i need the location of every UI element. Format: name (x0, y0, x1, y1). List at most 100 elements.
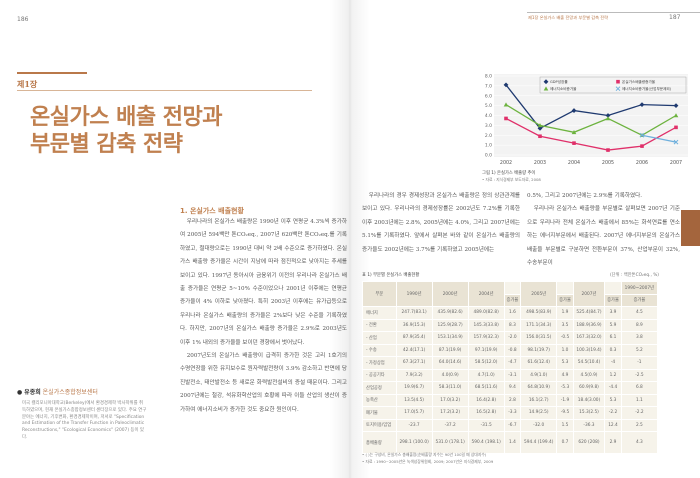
table-cell: 3.9 (604, 306, 622, 320)
emissions-table: 부문 1990년 2000년 2004년 2005년 2007년 1990~20… (362, 281, 659, 454)
y-tick-label: 7.0 (485, 83, 492, 89)
table-cell: 4.7(1.0) (467, 368, 505, 382)
table-cell: -2.0 (503, 331, 522, 345)
table-row: - 수송 42.4(17.1) 87.1(19.9) 97.1(19.9) -0.8 98… (362, 343, 659, 357)
table-row: 폐기물 17.0(5.7) 17.2(3.2) 16.5(2.8) -3.3 14.9(2… (362, 406, 659, 420)
data-point (571, 129, 577, 135)
col-header: 증가율 (604, 293, 622, 307)
table-cell: 167.3(32.0) (572, 331, 606, 345)
table-cell: 68.5(11.6) (467, 381, 505, 395)
paragraph: 우리나라의 경우 경제성장과 온실가스 배출량은 정의 상관관계를 보이고 있다… (362, 193, 520, 253)
table-row: - 공공기타 7.9(3.2) 4.0(0.9) 4.7(1.0) -3.1 4.9(1.… (362, 368, 659, 382)
table-cell: 7.9(3.2) (395, 368, 433, 382)
table-cell: 4.9 (556, 368, 574, 382)
data-point (503, 102, 509, 107)
right-text-column-1: 우리나라의 경우 경제성장과 온실가스 배출량은 정의 상관관계를 보이고 있다… (362, 190, 520, 257)
table-cell: 153.1(34.9) (431, 331, 469, 345)
header-rule (527, 12, 700, 13)
table-cell: 4.3 (620, 431, 659, 454)
data-point (504, 116, 508, 121)
table-cell: -4 (604, 356, 622, 370)
table-source: • 자료 : 1990~2005년은 녹색성장위원회, 2009; 2007년은… (362, 459, 494, 464)
col-header: 부문 (362, 281, 397, 307)
table-caption: 표 1) 부문별 온실가스 배출현황 (362, 273, 420, 278)
data-point (615, 86, 621, 92)
data-point (538, 134, 542, 139)
data-point (537, 125, 543, 131)
series-line (641, 134, 677, 143)
table-cell: -2.5 (620, 368, 659, 382)
x-tick-label: 2007 (670, 160, 682, 166)
line-chart: 0.0 1.0 2.0 3.0 4.0 5.0 6.0 7.0 8.0 2002 2003 2004 2… (476, 70, 692, 170)
legend-label: 온실가스배출량증가율 (622, 79, 656, 84)
table-cell: 435.9(82.6) (431, 306, 469, 320)
col-header: 증가율 (503, 293, 522, 307)
data-point (616, 79, 620, 84)
table-cell: 157.9(32.3) (467, 331, 505, 345)
row-label: - 산업 (362, 331, 397, 345)
row-label: 총배출량 (362, 431, 397, 454)
table-cell: 6.8 (620, 381, 659, 395)
row-label: 토지이용/임업 (362, 418, 397, 432)
table-cell: 12.4 (604, 418, 622, 432)
data-point (572, 141, 576, 145)
chapter-rule (17, 72, 87, 74)
paragraph: 2007년도의 온실가스 배출량이 급격히 증가한 것은 고리 1호기의 수명연… (180, 353, 347, 413)
data-point (639, 102, 645, 108)
y-tick-label: 3.0 (485, 123, 492, 129)
table-cell: 67.3(27.1) (395, 356, 433, 370)
right-text-column-2: 0.5%, 그리고 2007년에는 2.9%를 기록하였다. 우리나라 온실가스… (527, 190, 680, 270)
table-cell: 8.9 (620, 318, 659, 332)
left-text-column: 우리나라의 온실가스 배출량은 1990년 이후 연평균 4.3%씩 증가하여 … (180, 216, 347, 417)
table-cell: -3.1 (503, 368, 522, 382)
table-cell: 247.7(83.1) (395, 306, 433, 320)
table-cell: 594.4 (199.4) (520, 431, 558, 454)
series-1 (504, 116, 678, 152)
data-point (674, 125, 678, 130)
data-point (605, 116, 611, 121)
table-cell: -9.5 (556, 406, 574, 420)
table-row: 산업공정 19.9(6.7) 58.3(11.0) 68.5(11.6) 9.4 64.8… (362, 381, 659, 395)
author-affiliation: 온실가스종합정보센터 (42, 389, 98, 396)
table-cell: 19.9(6.7) (395, 381, 433, 395)
col-header: 1990년 (395, 281, 433, 307)
table-cell: 5.3 (556, 356, 574, 370)
table-cell: -1 (620, 356, 659, 370)
table-cell: -31.5 (467, 418, 505, 432)
row-label: - 가정상업 (362, 356, 397, 370)
table-cell: 1.5 (556, 418, 574, 432)
table-cell: 5.3 (604, 393, 622, 407)
series-line (505, 117, 677, 151)
author-box: ● 유종희 온실가스종합정보센터 미국 캘리포니아대학교(Berkeley)에서… (17, 387, 147, 442)
table-cell: 64.8(10.9) (520, 381, 558, 395)
legend-label: GDP성장률 (550, 79, 568, 84)
table-cell: 4.0(0.9) (431, 368, 469, 382)
table-cell: 15.3(2.5) (572, 406, 606, 420)
y-tick-label: 0.0 (485, 153, 492, 159)
running-header: 제1장 온실가스 배출 전망과 부문별 감축 전략 (528, 15, 608, 20)
page-number-right: 187 (669, 14, 681, 21)
table-cell: 18.4(3.00) (572, 393, 606, 407)
table-cell: -2.2 (620, 406, 659, 420)
table-cell: 87.9(35.4) (395, 331, 433, 345)
series-3 (639, 132, 679, 145)
data-point (605, 113, 611, 118)
table-cell: -6.7 (503, 418, 522, 432)
table-cell: 2.8 (503, 393, 522, 407)
table-cell: 1.4 (503, 431, 522, 454)
table-cell: 489.0(82.8) (467, 306, 505, 320)
table-cell: 36.9(15.3) (395, 318, 433, 332)
table-cell: 100.3(19.4) (572, 343, 606, 357)
table-cell: 8.3 (503, 318, 522, 332)
legend-label: 에너지소비증가율 (550, 86, 577, 91)
table-row: 농축산 13.5(4.5) 17.0(3.2) 16.4(2.8) 2.8 16.1(2.… (362, 393, 659, 407)
table-cell: 2.9 (604, 431, 622, 454)
table-note: • ( )는 구성비, 온실가스 총배출량(순배출량 지수는 90년 100일 … (362, 452, 487, 457)
data-point (673, 113, 679, 118)
table-row: 에너지 247.7(83.1) 435.9(82.6) 489.0(82.8) 1.6 4… (362, 306, 659, 320)
y-tick-label: 2.0 (485, 133, 492, 139)
table-cell: 13.5(4.5) (395, 393, 433, 407)
y-tick-label: 4.0 (485, 113, 492, 119)
col-header: 2005년 (520, 281, 558, 307)
data-point (640, 144, 644, 148)
